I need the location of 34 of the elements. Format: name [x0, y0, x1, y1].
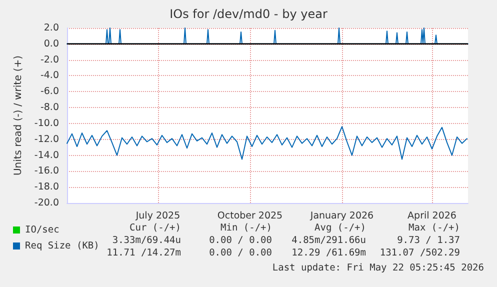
- chart-title: IOs for /dev/md0 - by year: [170, 7, 328, 21]
- y-tick-label: 0.0: [44, 38, 59, 50]
- legend-label: IO/sec: [25, 224, 60, 236]
- text: 9.73 / 1.37: [397, 235, 460, 246]
- x-tick-label: July 2025: [134, 210, 180, 222]
- y-tick-label: -2.0: [40, 54, 59, 66]
- y-tick-label: -12.0: [34, 134, 59, 145]
- text: 0.00 / 0.00: [209, 248, 272, 258]
- y-tick-label: -14.0: [34, 150, 59, 161]
- text: 3.33m/69.44u: [112, 235, 181, 246]
- text: 12.29 /61.69m: [292, 248, 366, 258]
- y-axis-title: Units read (-) / write (+): [13, 55, 24, 176]
- legend-label: Req Size (KB): [25, 240, 100, 252]
- text: Last update: Fri May 22 05:25:45 2026: [272, 262, 484, 274]
- y-tick-label: -8.0: [40, 102, 59, 114]
- y-tick-label: -6.0: [40, 86, 59, 98]
- text: Max (-/+): [408, 222, 460, 234]
- y-tick-label: -16.0: [34, 166, 59, 177]
- text: Avg (-/+): [314, 222, 366, 234]
- text: 0.00 / 0.00: [209, 235, 272, 246]
- y-tick-label: 2.0: [44, 22, 59, 34]
- x-tick-label: April 2026: [408, 210, 456, 222]
- y-tick-label: -10.0: [34, 118, 59, 129]
- text: 11.71 /14.27m: [106, 248, 182, 258]
- y-tick-label: -4.0: [40, 70, 59, 82]
- text: Cur (-/+): [130, 222, 181, 234]
- x-tick-label: January 2026: [309, 210, 374, 222]
- line-series: [66, 126, 468, 160]
- y-tick-label: -20.0: [34, 198, 59, 208]
- y-tick-label: -18.0: [34, 182, 59, 193]
- text: 131.07 /502.29: [380, 248, 460, 258]
- x-tick-label: October 2025: [217, 210, 283, 222]
- text: 4.85m/291.66u: [292, 235, 366, 246]
- text: Min (-/+): [220, 222, 272, 234]
